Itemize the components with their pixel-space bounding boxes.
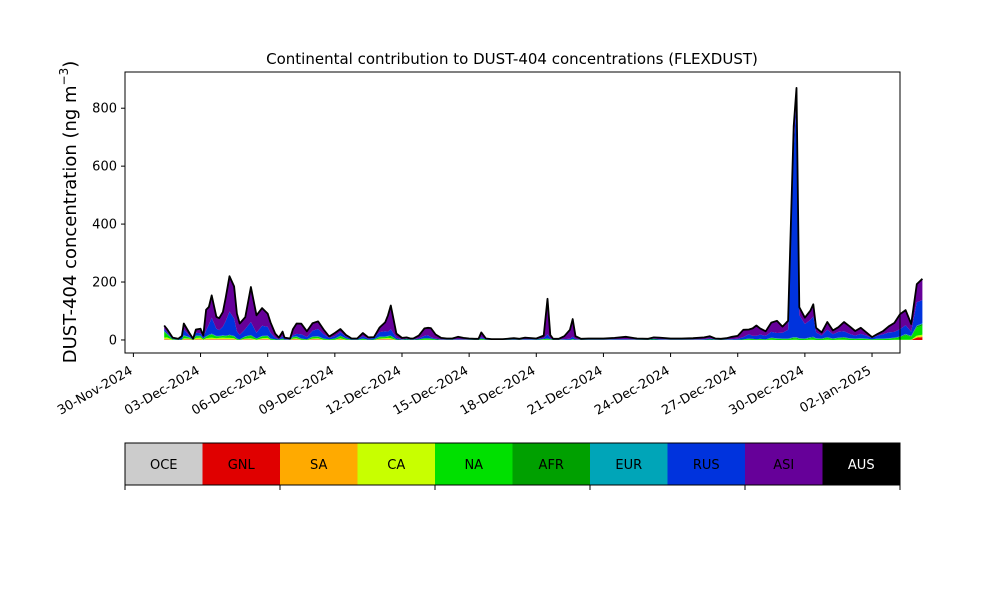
x-tick-label: 12-Dec-2024	[324, 363, 404, 418]
x-tick-label: 15-Dec-2024	[391, 363, 471, 418]
legend-label-gnl: GNL	[228, 458, 256, 473]
legend-swatch-eur	[590, 443, 668, 485]
y-axis-label: DUST-404 concentration (ng m−3)	[57, 61, 81, 364]
legend-frame	[124, 442, 901, 486]
total-outline	[163, 87, 924, 340]
x-tick-label: 06-Dec-2024	[189, 363, 269, 418]
x-tick-label: 02-Jan-2025	[797, 363, 874, 416]
legend-swatch-na	[435, 443, 513, 485]
legend-label-eur: EUR	[615, 458, 642, 473]
x-axis-ticks: 30-Nov-202403-Dec-202406-Dec-202409-Dec-…	[55, 353, 874, 419]
legend-swatch-gnl	[202, 443, 281, 485]
area-na	[164, 325, 923, 340]
y-tick-label: 400	[92, 218, 117, 233]
legend-swatch-rus	[667, 443, 746, 485]
legend-label-sa: SA	[310, 458, 327, 473]
legend-label-na: NA	[464, 458, 483, 473]
y-axis-label-main: DUST-404 concentration (ng m	[60, 85, 81, 363]
legend-label-oce: OCE	[150, 458, 178, 473]
chart-title: Continental contribution to DUST-404 con…	[266, 50, 758, 68]
area-afr	[164, 324, 923, 340]
y-axis-label-sup: −3	[57, 68, 71, 86]
y-tick-label: 600	[92, 160, 117, 175]
legend-swatch-ca	[357, 443, 436, 485]
x-tick-label: 24-Dec-2024	[592, 363, 672, 418]
x-tick-label: 03-Dec-2024	[122, 363, 202, 418]
legend-label-rus: RUS	[693, 458, 720, 473]
legend-swatch-oce	[125, 443, 203, 485]
y-axis-ticks: 0 200 400 600 800	[92, 102, 125, 348]
plot-frame	[124, 71, 901, 354]
legend-label-afr: AFR	[539, 458, 564, 473]
x-tick-label: 21-Dec-2024	[525, 363, 605, 418]
legend-swatch-asi	[745, 443, 823, 485]
legend-swatch-aus	[822, 443, 901, 485]
area-rus	[164, 99, 923, 340]
legend-label-ca: CA	[387, 458, 405, 473]
x-tick-label: 27-Dec-2024	[659, 363, 739, 418]
x-tick-label: 30-Dec-2024	[726, 363, 806, 418]
x-tick-label: 30-Nov-2024	[55, 363, 135, 418]
x-tick-label: 18-Dec-2024	[458, 363, 538, 418]
area-asi	[164, 90, 923, 340]
legend-swatch-afr	[512, 443, 591, 485]
stacked-areas	[164, 87, 923, 340]
legend-colorbar: OCE GNL SA CA NA AFR EUR RUS ASI AUS	[124, 442, 901, 490]
x-tick-label: 09-Dec-2024	[256, 363, 336, 418]
legend-label-asi: ASI	[773, 458, 794, 473]
y-tick-label: 0	[109, 333, 117, 348]
area-aus	[164, 87, 923, 340]
y-axis-label-close: )	[60, 61, 81, 68]
y-tick-label: 200	[92, 276, 117, 291]
y-tick-label: 800	[92, 102, 117, 117]
legend-label-aus: AUS	[848, 458, 875, 473]
legend-swatch-sa	[280, 443, 358, 485]
